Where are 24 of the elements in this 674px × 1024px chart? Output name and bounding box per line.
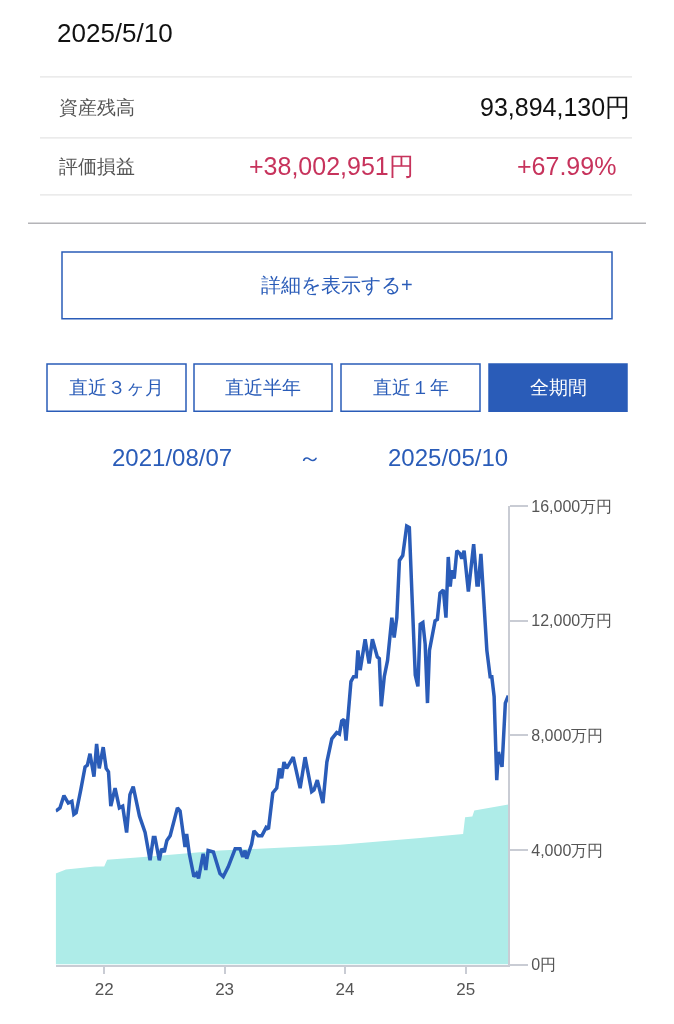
y-tick-label: 4,000万円 (531, 841, 604, 859)
x-tick-label: 22 (94, 979, 114, 999)
text: 2025/05/10 (388, 444, 509, 471)
text: +67.99% (517, 152, 617, 180)
text: 2021/08/07 (112, 444, 233, 471)
text: 93,894,130円 (480, 93, 631, 121)
x-tick-label: 24 (335, 979, 355, 999)
y-tick-label: 8,000万円 (531, 727, 604, 745)
x-tick-label: 23 (215, 979, 235, 999)
text: 評価損益 (59, 156, 135, 177)
text: 直近３ヶ月 (69, 377, 164, 398)
text: +38,002,951円 (249, 152, 414, 180)
text: 資産残高 (59, 97, 135, 118)
x-tick-label: 25 (456, 979, 476, 999)
text: 直近１年 (373, 377, 449, 398)
text: 直近半年 (225, 377, 301, 398)
line-series (55, 524, 509, 881)
y-tick-label: 12,000万円 (531, 612, 613, 630)
y-tick-label: 0円 (531, 956, 557, 974)
y-tick-label: 16,000万円 (531, 497, 613, 515)
text: 詳細を表示する+ (261, 274, 413, 296)
chart-title: 2025/5/10 (57, 18, 173, 49)
text: 全期間 (530, 377, 587, 398)
text: ～ (298, 444, 322, 471)
